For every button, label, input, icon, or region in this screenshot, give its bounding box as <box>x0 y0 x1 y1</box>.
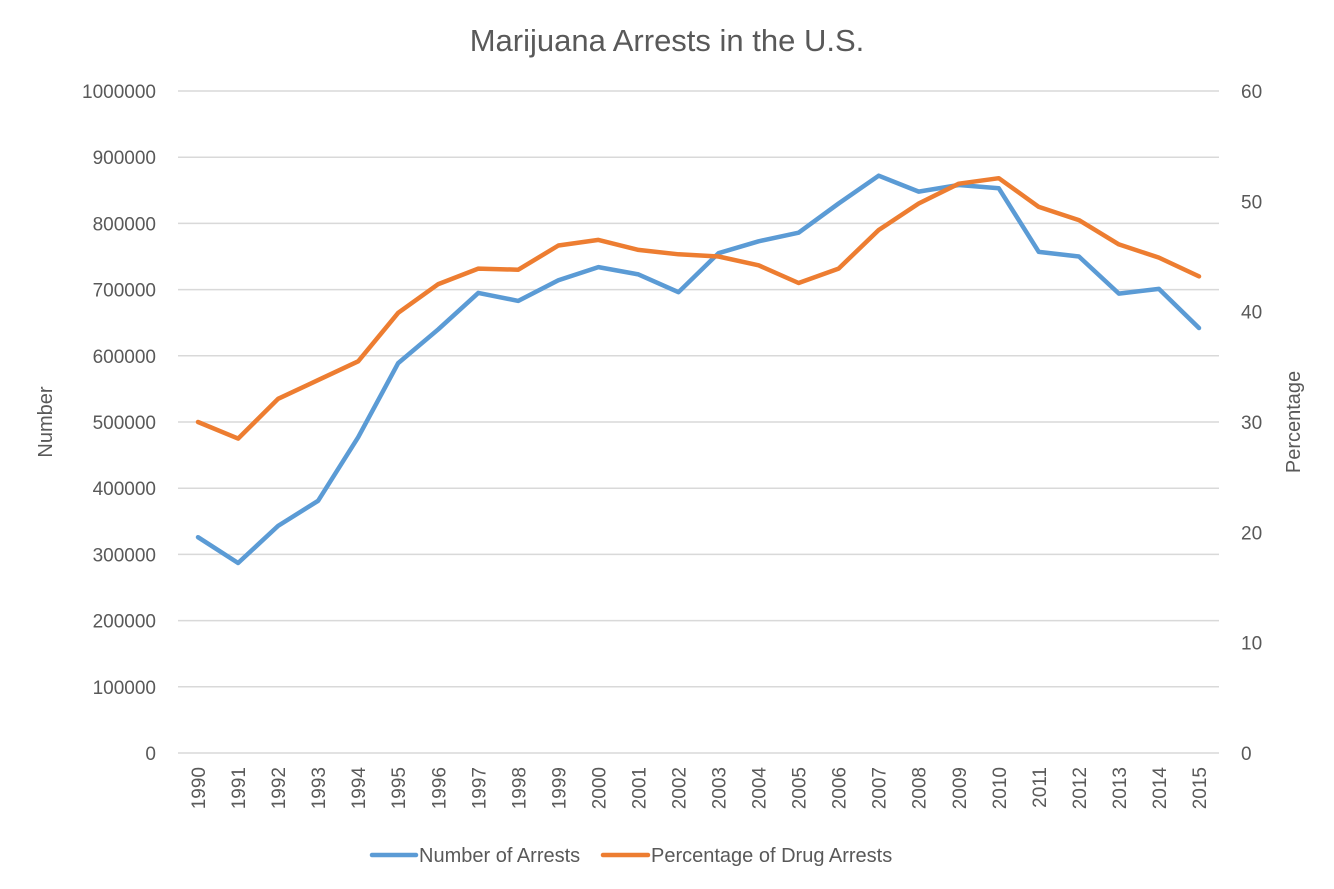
y-tick-label: 0 <box>145 744 156 765</box>
x-tick-label: 2006 <box>830 767 851 809</box>
x-tick-label: 2010 <box>990 767 1011 809</box>
y2-tick-label: 60 <box>1241 82 1262 103</box>
series-lines <box>195 173 1202 566</box>
y2-tick-label: 30 <box>1241 413 1262 434</box>
x-tick-label: 1995 <box>389 767 410 809</box>
y-tick-label: 600000 <box>93 347 156 368</box>
y-tick-label: 200000 <box>93 612 156 633</box>
chart-title: Marijuana Arrests in the U.S. <box>470 23 865 58</box>
x-tick-label: 2013 <box>1110 767 1131 809</box>
x-axis-ticks: 1990 1991 1992 1993 1994 1995 1996 1997 1998 1999… <box>189 767 1211 810</box>
y2-tick-label: 20 <box>1241 523 1262 544</box>
y2-tick-label: 10 <box>1241 634 1262 655</box>
x-tick-label: 2003 <box>710 767 731 809</box>
legend-label-percentage-of-drug-arrests: Percentage of Drug Arrests <box>651 845 892 867</box>
x-tick-label: 2008 <box>910 767 931 809</box>
legend: Number of Arrests Percentage of Drug Arr… <box>369 845 892 867</box>
x-tick-label: 1997 <box>469 767 490 809</box>
gridlines <box>178 90 1219 754</box>
y-tick-label: 1000000 <box>82 82 156 103</box>
x-tick-label: 2015 <box>1190 767 1211 809</box>
x-tick-label: 1994 <box>349 767 370 810</box>
x-tick-label: 1990 <box>189 767 210 809</box>
y-axis-right-title: Percentage <box>1283 371 1305 473</box>
x-tick-label: 2002 <box>669 767 690 809</box>
y-tick-label: 100000 <box>93 678 156 699</box>
x-tick-label: 2001 <box>629 767 650 809</box>
series-line-number-of-arrests <box>195 173 1202 566</box>
x-tick-label: 2000 <box>589 767 610 809</box>
x-tick-label: 2014 <box>1150 767 1171 810</box>
y-tick-label: 400000 <box>93 479 156 500</box>
y-tick-label: 800000 <box>93 214 156 235</box>
y-axis-left-ticks: 0 100000 200000 300000 400000 500000 600000 700… <box>82 82 156 765</box>
y-axis-right-ticks: 0 10 20 30 40 50 60 <box>1241 82 1262 765</box>
x-tick-label: 1996 <box>429 767 450 809</box>
x-tick-label: 2009 <box>950 767 971 809</box>
x-tick-label: 2011 <box>1030 767 1051 808</box>
x-tick-label: 2005 <box>790 767 811 809</box>
x-tick-label: 1999 <box>549 767 570 809</box>
x-tick-label: 1991 <box>229 767 250 809</box>
x-tick-label: 2004 <box>750 767 771 810</box>
y-axis-left-title: Number <box>35 386 57 457</box>
x-tick-label: 1992 <box>269 767 290 809</box>
y-tick-label: 300000 <box>93 545 156 566</box>
y-tick-label: 700000 <box>93 281 156 302</box>
x-tick-label: 1998 <box>509 767 530 809</box>
y2-tick-label: 40 <box>1241 303 1262 324</box>
legend-label-number-of-arrests: Number of Arrests <box>419 845 580 867</box>
y-tick-label: 500000 <box>93 413 156 434</box>
x-tick-label: 2007 <box>870 767 891 809</box>
series-line-percentage-of-drug-arrests <box>195 175 1202 441</box>
x-tick-label: 2012 <box>1070 767 1091 809</box>
x-tick-label: 1993 <box>309 767 330 809</box>
y-tick-label: 900000 <box>93 148 156 169</box>
y2-tick-label: 50 <box>1241 192 1262 213</box>
y2-tick-label: 0 <box>1241 744 1252 765</box>
